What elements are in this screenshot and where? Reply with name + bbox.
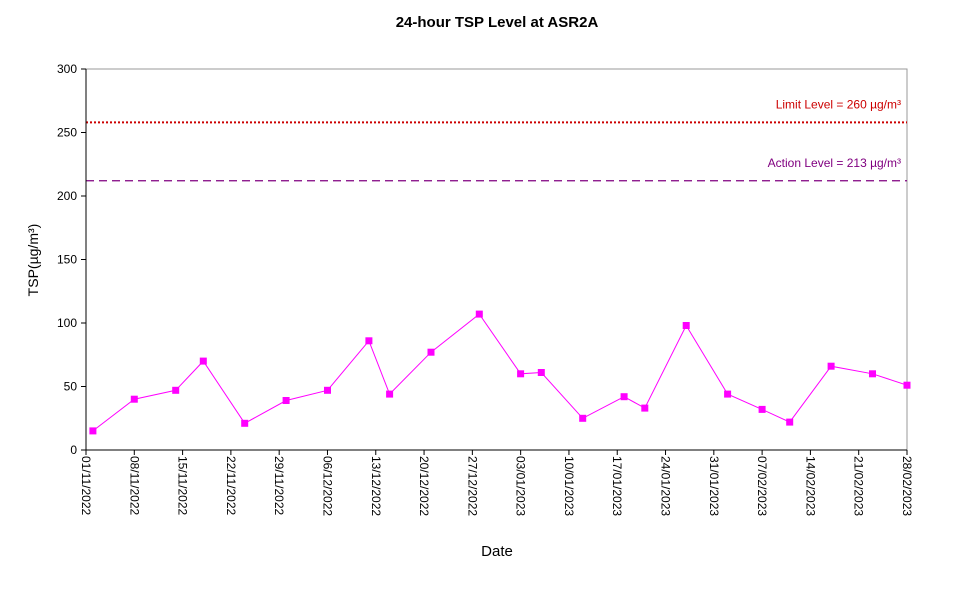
- tsp-data-point: [130, 395, 138, 403]
- y-tick-label: 50: [64, 380, 78, 394]
- x-tick-label: 22/11/2022: [224, 456, 238, 515]
- tsp-data-point: [427, 348, 435, 356]
- x-tick-label: 24/01/2023: [659, 456, 673, 516]
- x-tick-label: 01/11/2022: [79, 456, 93, 515]
- x-tick-label: 29/11/2022: [272, 456, 286, 515]
- series-layer: [89, 310, 911, 435]
- chart-title: 24-hour TSP Level at ASR2A: [396, 14, 599, 31]
- x-tick-label: 03/01/2023: [514, 456, 528, 516]
- tsp-data-point: [199, 357, 207, 365]
- y-tick-label: 300: [57, 62, 77, 76]
- tsp-data-point: [282, 397, 290, 404]
- x-tick-label: 06/12/2022: [320, 456, 334, 516]
- tsp-data-point: [579, 414, 587, 422]
- x-tick-label: 08/11/2022: [127, 456, 141, 515]
- tsp-data-point: [903, 381, 911, 389]
- action-level-label: Action Level = 213 µg/m³: [768, 156, 901, 170]
- y-tick-label: 250: [57, 126, 77, 140]
- tsp-data-point: [241, 419, 249, 427]
- y-tick-label: 0: [70, 443, 77, 457]
- y-tick-label: 200: [57, 189, 77, 203]
- tsp-data-point: [869, 370, 876, 378]
- tsp-data-point: [172, 386, 180, 394]
- x-tick-label: 28/02/2023: [900, 456, 914, 516]
- y-axis-label: TSP(µg/m³): [25, 224, 41, 297]
- y-tick-label: 100: [57, 316, 77, 330]
- x-tick-label: 21/02/2023: [852, 456, 866, 516]
- tsp-data-point: [724, 390, 732, 398]
- x-tick-label: 10/01/2023: [562, 456, 576, 516]
- tsp-data-point: [620, 393, 628, 401]
- x-tick-label: 27/12/2022: [465, 456, 479, 516]
- x-tick-label: 17/01/2023: [610, 456, 624, 516]
- tsp-data-point: [758, 405, 766, 413]
- tsp-data-point: [386, 390, 394, 398]
- tsp-data-point: [786, 418, 794, 426]
- x-axis: 01/11/2022 08/11/2022 15/11/2022 22/11/2022…: [79, 449, 914, 516]
- limit-level-label: Limit Level = 260 µg/m³: [776, 97, 901, 111]
- y-tick-label: 150: [57, 253, 77, 267]
- x-tick-label: 20/12/2022: [417, 456, 431, 516]
- x-tick-label: 07/02/2023: [755, 456, 769, 516]
- tsp-data-point: [537, 369, 545, 376]
- tsp-data-point: [517, 370, 525, 378]
- x-tick-label: 15/11/2022: [176, 456, 190, 515]
- tsp-data-point: [475, 310, 483, 318]
- reference-lines: Limit Level = 260 µg/m³ Action Level = 21…: [86, 97, 907, 182]
- tsp-data-point: [324, 386, 331, 394]
- x-tick-label: 31/01/2023: [707, 456, 721, 516]
- tsp-data-point: [89, 427, 97, 435]
- x-tick-label: 14/02/2023: [803, 456, 817, 516]
- y-axis: 0 50 100 150 200 250 300: [57, 62, 87, 457]
- plot-area: [85, 68, 908, 451]
- tsp-data-point: [827, 362, 835, 370]
- tsp-data-point: [365, 337, 373, 345]
- x-axis-label: Date: [481, 543, 513, 560]
- tsp-data-point: [641, 404, 649, 412]
- tsp-data-point: [682, 322, 690, 329]
- x-tick-label: 13/12/2022: [369, 456, 383, 516]
